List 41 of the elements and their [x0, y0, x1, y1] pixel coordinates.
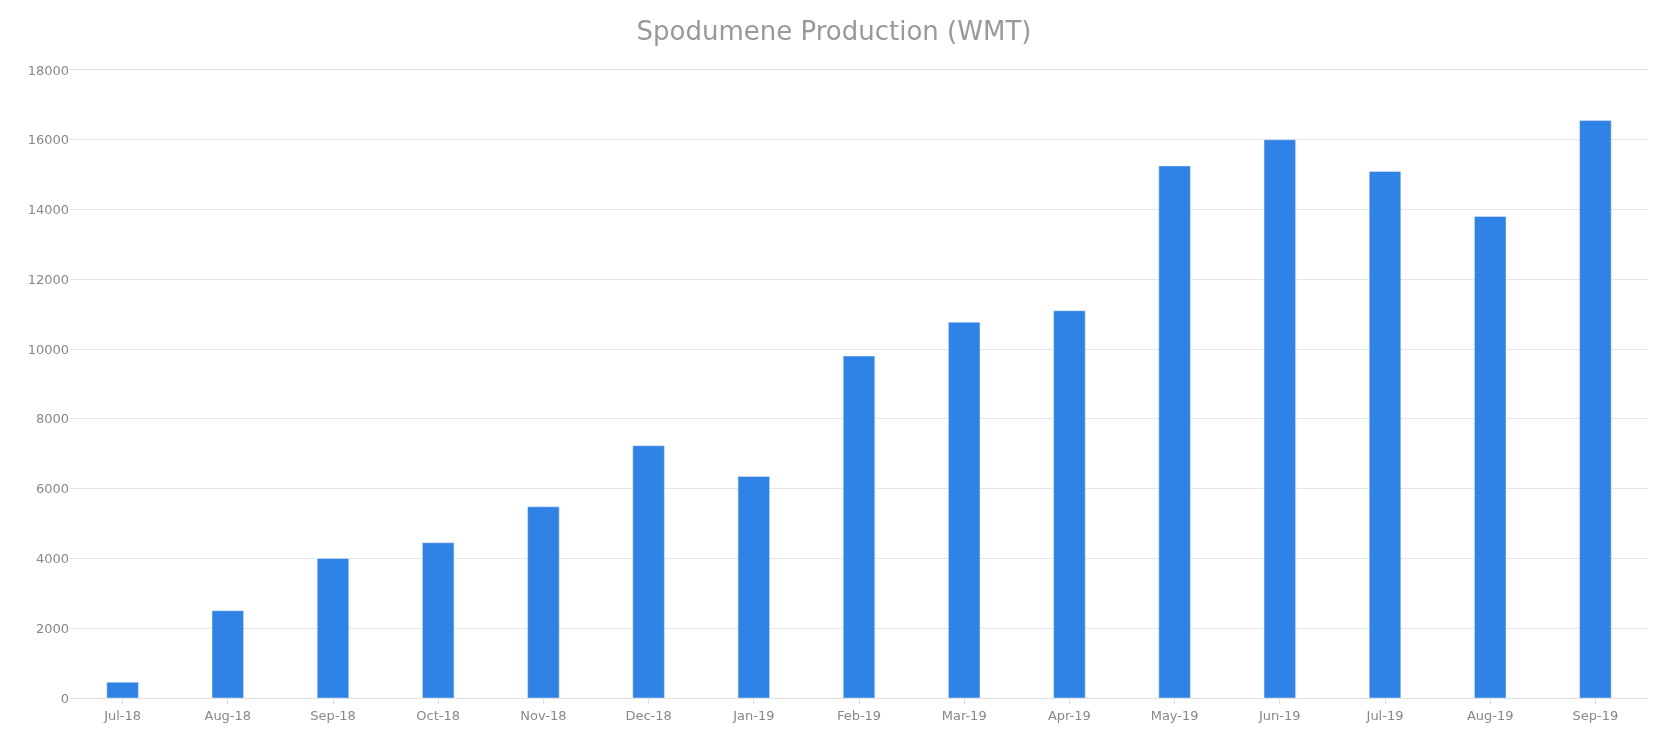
bar [1368, 171, 1402, 698]
x-tick-label: Jul-18 [103, 707, 142, 723]
x-tick-label: Oct-18 [416, 707, 461, 723]
x-tick-label: Sep-19 [1572, 707, 1619, 723]
y-tick-label: 4000 [35, 550, 69, 566]
y-tick-label: 16000 [27, 132, 69, 148]
y-tick-label: 6000 [35, 481, 69, 497]
bar [1263, 139, 1296, 698]
x-tick-label: Apr-19 [1047, 707, 1091, 723]
chart-title: Spodumene Production (WMT) [636, 16, 1032, 47]
x-tick-label: Jan-19 [732, 707, 775, 723]
y-tick-label: 12000 [27, 271, 69, 287]
bar [948, 322, 981, 698]
x-tick-label: Dec-18 [625, 707, 672, 723]
y-tick-label: 8000 [35, 411, 69, 427]
y-tick-label: 0 [60, 690, 69, 706]
bar [316, 558, 350, 698]
x-tick-label: Jul-19 [1365, 707, 1404, 723]
bar [842, 355, 876, 698]
bar [1474, 216, 1507, 698]
bar [1158, 165, 1191, 698]
x-tick-label: Mar-19 [941, 707, 987, 723]
y-tick-label: 10000 [27, 341, 69, 357]
x-tick-label: Nov-18 [520, 707, 567, 723]
x-tick-label: Aug-19 [1466, 707, 1514, 723]
bar [211, 610, 244, 698]
x-tick-label: Jun-19 [1258, 707, 1301, 723]
x-tick-label: Sep-18 [310, 707, 356, 723]
y-tick-label: 2000 [35, 620, 69, 636]
bar [422, 542, 455, 698]
bar [737, 476, 770, 698]
bar [632, 445, 665, 698]
bar [527, 506, 560, 698]
bar [1579, 120, 1612, 698]
y-tick-label: 14000 [27, 202, 69, 218]
bar [106, 682, 139, 698]
x-tick-label: May-19 [1150, 707, 1199, 723]
x-tick-label: Aug-18 [204, 707, 252, 723]
x-tick-label: Feb-19 [836, 707, 882, 723]
y-tick-label: 18000 [27, 62, 69, 78]
bar [1053, 310, 1086, 698]
